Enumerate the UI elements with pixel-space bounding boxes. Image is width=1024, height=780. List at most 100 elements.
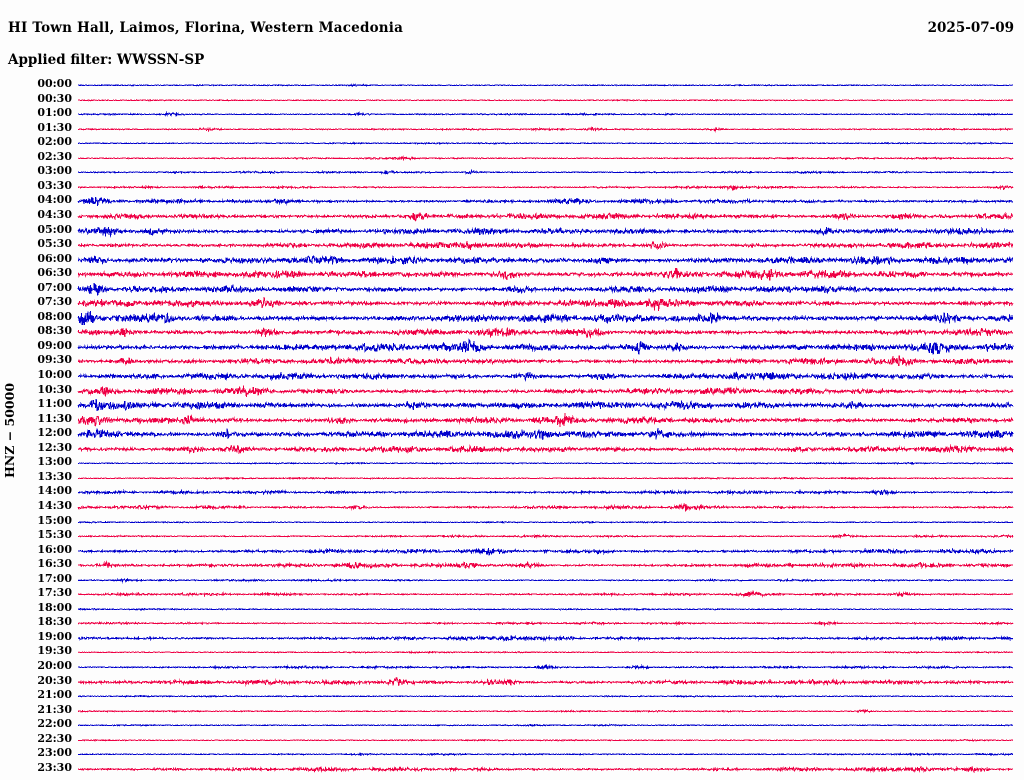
seismic-trace — [77, 412, 1014, 428]
time-axis-tick-label: 22:00 — [37, 717, 72, 731]
page-title: HI Town Hall, Laimos, Florina, Western M… — [8, 20, 404, 36]
time-axis-tick-label: 17:30 — [37, 586, 72, 600]
time-axis-tick-label: 01:30 — [37, 120, 72, 134]
trace-row: 23:00 — [0, 747, 1024, 762]
seismic-trace — [77, 253, 1014, 268]
seismic-trace — [77, 631, 1014, 646]
time-axis-tick-label: 14:00 — [37, 484, 72, 498]
seismic-trace — [77, 602, 1014, 617]
trace-row: 08:00 — [0, 309, 1024, 326]
trace-row: 14:00 — [0, 485, 1024, 500]
seismic-trace — [77, 354, 1014, 369]
trace-row: 06:30 — [0, 267, 1024, 282]
trace-row: 04:30 — [0, 209, 1024, 224]
seismic-trace — [77, 180, 1014, 195]
time-axis-tick-label: 11:00 — [37, 397, 72, 411]
seismic-trace — [77, 296, 1014, 312]
trace-row: 02:00 — [0, 136, 1024, 151]
trace-row: 16:30 — [0, 558, 1024, 573]
time-axis-tick-label: 04:00 — [37, 193, 72, 207]
seismic-trace — [77, 384, 1014, 399]
time-axis-tick-label: 16:00 — [37, 542, 72, 556]
time-axis-tick-label: 23:30 — [37, 760, 72, 774]
trace-row: 02:30 — [0, 151, 1024, 166]
trace-row: 22:00 — [0, 718, 1024, 733]
seismic-trace — [77, 616, 1014, 631]
seismic-trace — [77, 689, 1014, 704]
seismic-trace — [77, 456, 1014, 471]
seismic-trace — [77, 675, 1014, 690]
trace-row: 10:00 — [0, 369, 1024, 384]
trace-row: 03:00 — [0, 165, 1024, 180]
seismic-trace — [77, 645, 1014, 660]
time-axis-tick-label: 00:00 — [37, 77, 72, 90]
trace-row: 07:30 — [0, 296, 1024, 312]
trace-row: 01:30 — [0, 122, 1024, 137]
trace-row: 21:00 — [0, 689, 1024, 704]
time-axis-tick-label: 13:30 — [37, 469, 72, 483]
time-axis-tick-label: 08:30 — [37, 324, 72, 338]
record-date: 2025-07-09 — [927, 20, 1014, 36]
trace-row: 05:30 — [0, 238, 1024, 253]
time-axis-tick-label: 18:30 — [37, 615, 72, 629]
trace-row: 19:00 — [0, 631, 1024, 646]
time-axis-tick-label: 10:00 — [37, 368, 72, 381]
time-axis-tick-label: 15:30 — [37, 528, 72, 542]
trace-row: 11:30 — [0, 413, 1024, 428]
time-axis-tick-label: 09:30 — [37, 353, 72, 367]
time-axis-tick-label: 09:00 — [37, 338, 72, 352]
seismic-trace — [77, 733, 1014, 748]
seismic-trace — [77, 398, 1014, 413]
time-axis-tick-label: 06:30 — [37, 266, 72, 280]
time-axis-tick-label: 00:30 — [37, 91, 72, 105]
time-axis-tick-label: 01:00 — [37, 106, 72, 120]
trace-row: 15:00 — [0, 515, 1024, 530]
seismic-trace — [77, 500, 1014, 515]
trace-row: 12:30 — [0, 442, 1024, 457]
seismic-trace — [77, 337, 1014, 355]
seismic-trace — [77, 151, 1014, 166]
trace-row: 15:30 — [0, 529, 1024, 544]
trace-row: 21:30 — [0, 704, 1024, 719]
seismic-trace — [77, 587, 1014, 602]
time-axis-tick-label: 10:30 — [37, 382, 72, 396]
time-axis-tick-label: 22:30 — [37, 731, 72, 745]
trace-row: 18:00 — [0, 602, 1024, 617]
time-axis-tick-label: 14:30 — [37, 498, 72, 512]
trace-row: 16:00 — [0, 544, 1024, 559]
time-axis-tick-label: 04:30 — [37, 207, 72, 221]
time-axis-tick-label: 03:00 — [37, 164, 72, 178]
seismic-trace — [77, 660, 1014, 675]
trace-row: 10:30 — [0, 384, 1024, 399]
time-axis-tick-label: 20:30 — [37, 673, 72, 687]
time-axis-tick-label: 20:00 — [37, 659, 72, 672]
seismic-trace — [77, 442, 1014, 457]
trace-row: 17:30 — [0, 587, 1024, 602]
trace-row: 18:30 — [0, 616, 1024, 631]
trace-row: 06:00 — [0, 253, 1024, 268]
trace-row: 20:00 — [0, 660, 1024, 675]
seismic-trace — [77, 718, 1014, 733]
time-axis-tick-label: 12:00 — [37, 426, 72, 440]
seismic-trace — [77, 485, 1014, 500]
trace-row: 11:00 — [0, 398, 1024, 413]
trace-row: 19:30 — [0, 645, 1024, 660]
seismic-trace — [77, 194, 1014, 209]
seismic-trace — [77, 369, 1014, 384]
time-axis-tick-label: 18:00 — [37, 600, 72, 614]
seismic-trace — [77, 165, 1014, 180]
time-axis-tick-label: 02:00 — [37, 135, 72, 149]
time-axis-tick-label: 13:00 — [37, 455, 72, 469]
time-axis-tick-label: 08:00 — [37, 309, 72, 323]
trace-row: 01:00 — [0, 107, 1024, 122]
seismic-trace — [77, 122, 1014, 137]
seismic-trace — [77, 209, 1014, 224]
trace-row: 08:30 — [0, 325, 1024, 340]
seismic-trace — [77, 78, 1014, 93]
seismic-trace — [77, 224, 1014, 239]
trace-row: 05:00 — [0, 224, 1024, 239]
seismic-trace — [77, 544, 1014, 559]
trace-row: 14:30 — [0, 500, 1024, 515]
trace-row: 22:30 — [0, 733, 1024, 748]
